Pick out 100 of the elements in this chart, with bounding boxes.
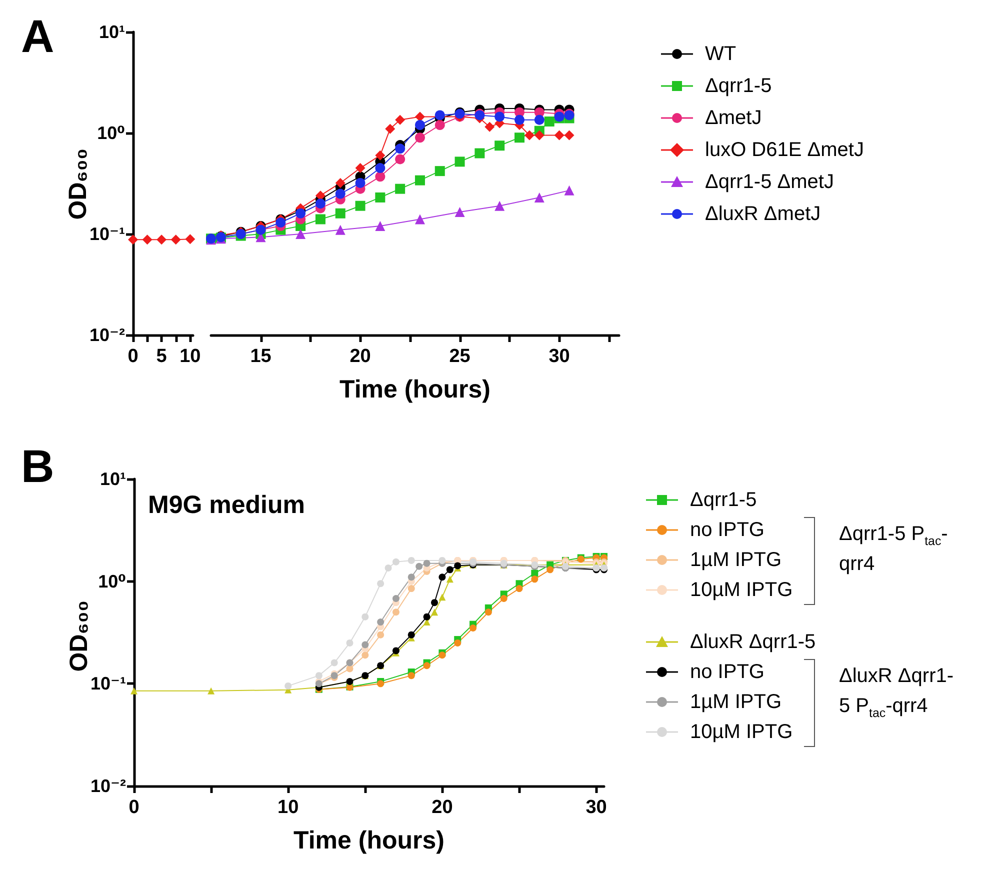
point (494, 112, 505, 122)
point (355, 200, 366, 211)
point (454, 562, 462, 570)
legend-label: 10µM IPTG (690, 720, 793, 744)
point (284, 682, 292, 690)
chart-title: A (21, 10, 54, 62)
point (408, 672, 415, 680)
point (408, 574, 415, 581)
x-axis-title: Time (hours) (340, 376, 490, 404)
point (395, 184, 406, 194)
y-tick-label: 10⁻¹ (89, 224, 125, 244)
legend-label: ΔluxR Δqrr1-5 (690, 630, 816, 654)
point (346, 639, 354, 646)
x-tick-label: 0 (128, 797, 140, 818)
point (408, 556, 415, 564)
point (516, 585, 523, 592)
point (335, 178, 346, 188)
point (514, 132, 524, 143)
point (414, 120, 425, 130)
point (392, 608, 400, 616)
x-tick-label: 20 (350, 346, 371, 367)
point (296, 229, 306, 239)
point (531, 576, 538, 583)
x-tick-label: 30 (548, 346, 570, 367)
point (416, 562, 423, 570)
point (494, 200, 505, 211)
point (208, 687, 215, 694)
x-tick-label: 10 (180, 346, 201, 367)
y-tick-label: 10⁰ (98, 571, 126, 592)
point (315, 672, 322, 680)
point (414, 132, 425, 143)
legend-label: WT (705, 42, 736, 66)
point (423, 662, 430, 670)
point (335, 188, 346, 199)
point (438, 574, 446, 581)
point (454, 156, 465, 167)
point (474, 148, 485, 158)
point (392, 558, 400, 566)
point (414, 214, 425, 224)
point (531, 570, 538, 577)
point (362, 641, 369, 648)
legend-label: ΔluxR ΔmetJ (705, 202, 821, 226)
point (564, 185, 574, 196)
y-tick-label: 10¹ (100, 469, 126, 489)
y-tick-label: 10¹ (98, 22, 126, 42)
point (524, 130, 534, 140)
point (554, 130, 564, 140)
point (514, 114, 524, 125)
y-tick-label: 10⁻² (89, 325, 125, 345)
text: ΔluxR Δqrr1-5 P$_{tac}$-qrr4 (839, 664, 955, 721)
y-axis-title: OD₆₀₀ (64, 600, 92, 672)
y-tick-label: 10⁰ (97, 123, 126, 143)
point (377, 618, 384, 626)
point (431, 599, 438, 606)
point (395, 114, 406, 125)
point (423, 560, 430, 567)
point (375, 192, 386, 202)
point (362, 613, 369, 620)
point (438, 594, 446, 601)
legend-label: no IPTG (690, 660, 764, 684)
point (335, 224, 346, 235)
point (484, 122, 495, 132)
point (446, 566, 454, 574)
point (534, 114, 544, 125)
point (315, 214, 326, 224)
point (392, 594, 400, 602)
point (315, 198, 326, 209)
point (454, 639, 462, 646)
point (362, 652, 369, 659)
legend-label: luxO D61E ΔmetJ (705, 138, 864, 162)
x-tick-label: 30 (586, 797, 607, 818)
legend-label: 1µM IPTG (690, 690, 782, 714)
point (395, 154, 406, 164)
legend-label: Δqrr1-5 ΔmetJ (705, 170, 834, 194)
point (377, 580, 384, 588)
point (423, 613, 430, 620)
point (564, 130, 574, 140)
point (470, 624, 477, 632)
point (408, 585, 415, 592)
legend-label: ΔmetJ (705, 106, 762, 130)
point (385, 124, 396, 134)
x-tick-label: 0 (128, 346, 138, 367)
point (446, 576, 454, 583)
point (130, 687, 138, 694)
x-tick-label: 10 (278, 797, 299, 818)
annotation: M9G medium (148, 491, 305, 520)
text: Δqrr1-5 P$_{tac}$-qrr4 (839, 523, 948, 575)
point (377, 680, 384, 688)
point (355, 163, 366, 174)
point (384, 564, 392, 572)
x-tick-label: 25 (449, 346, 471, 367)
point (454, 207, 465, 218)
point (414, 175, 425, 186)
point (395, 144, 406, 154)
point (484, 608, 492, 616)
point (534, 130, 544, 140)
point (434, 120, 445, 130)
point (330, 659, 338, 666)
point (335, 208, 346, 218)
legend-label: 10µM IPTG (690, 578, 793, 602)
